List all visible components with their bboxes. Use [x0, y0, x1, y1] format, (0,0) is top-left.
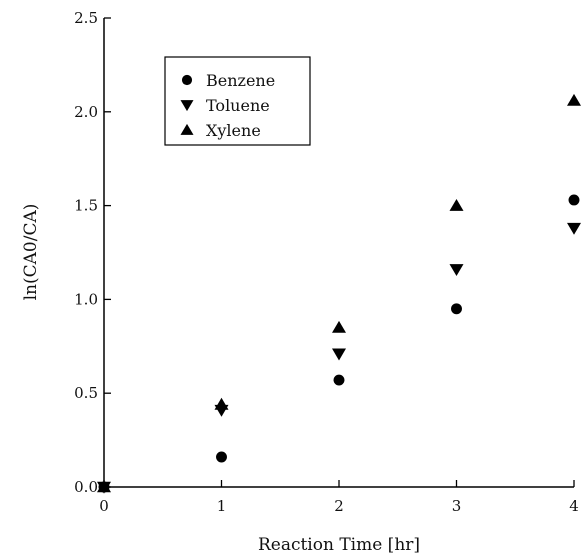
xylene-point	[214, 397, 229, 410]
x-tick-label: 0	[99, 497, 109, 515]
legend: Benzene Toluene Xylene	[164, 56, 311, 146]
legend-label: Benzene	[206, 71, 275, 90]
legend-marker-benzene	[181, 74, 193, 86]
y-tick-label: 0.0	[74, 478, 98, 496]
benzene-point	[333, 374, 345, 386]
toluene-point	[567, 222, 581, 235]
y-tick-label: 1.5	[74, 197, 98, 215]
x-ticks: 0 1 2 3 4	[99, 480, 579, 515]
toluene-point	[449, 264, 464, 277]
y-tick-label: 0.5	[74, 384, 98, 402]
legend-item-toluene: Toluene	[180, 96, 270, 115]
xylene-point	[567, 93, 581, 106]
series-toluene	[97, 222, 581, 494]
legend-marker-xylene	[180, 123, 194, 135]
benzene-point	[451, 303, 462, 315]
legend-items: Benzene Toluene Xylene	[180, 71, 275, 140]
series-benzene	[98, 194, 580, 493]
x-tick-label: 3	[452, 497, 462, 515]
xylene-point	[449, 198, 464, 211]
y-axis-title: ln(CA0/CA)	[21, 204, 41, 301]
series-xylene	[97, 93, 581, 493]
legend-marker-toluene	[180, 100, 194, 112]
y-tick-label: 1.0	[74, 290, 98, 308]
toluene-point	[332, 348, 346, 361]
x-tick-label: 4	[569, 497, 579, 515]
x-axis-title: Reaction Time [hr]	[258, 535, 420, 555]
series-layer	[97, 93, 581, 494]
xylene-point	[332, 320, 346, 333]
y-tick-label: 2.5	[74, 9, 98, 27]
legend-label: Xylene	[206, 121, 261, 140]
y-ticks: 0.0 0.5 1.0 1.5 2.0 2.5	[74, 9, 111, 496]
x-tick-label: 2	[334, 497, 344, 515]
y-tick-label: 2.0	[74, 103, 98, 121]
x-tick-label: 1	[217, 497, 227, 515]
legend-label: Toluene	[206, 96, 270, 115]
legend-item-benzene: Benzene	[181, 71, 275, 90]
benzene-point	[216, 451, 227, 463]
benzene-point	[568, 194, 580, 206]
legend-item-xylene: Xylene	[180, 121, 261, 140]
xylene-point	[97, 480, 111, 493]
